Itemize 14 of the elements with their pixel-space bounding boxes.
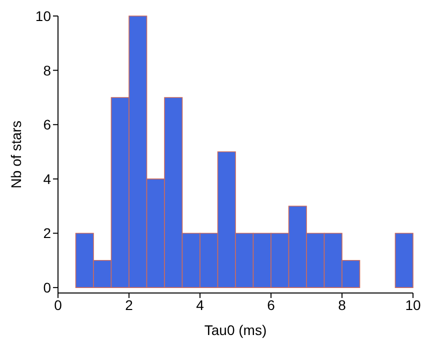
x-tick-label: 10 (405, 296, 421, 313)
x-tick-label: 2 (125, 296, 134, 313)
y-tick-label: 4 (43, 170, 52, 187)
y-tick-label: 8 (43, 62, 52, 78)
y-tick-label: 2 (43, 225, 52, 242)
x-tick-label: 4 (196, 296, 204, 313)
y-axis-title: Nb of stars (8, 120, 24, 188)
x-tick-label: 6 (267, 296, 276, 313)
x-tick-label: 0 (54, 296, 62, 313)
y-tick-label: 0 (43, 280, 52, 296)
y-tick-label: 6 (43, 116, 52, 133)
x-tick-label: 8 (338, 296, 346, 313)
x-axis-title: Tau0 (ms) (204, 322, 267, 338)
y-tick-label: 10 (35, 8, 52, 24)
